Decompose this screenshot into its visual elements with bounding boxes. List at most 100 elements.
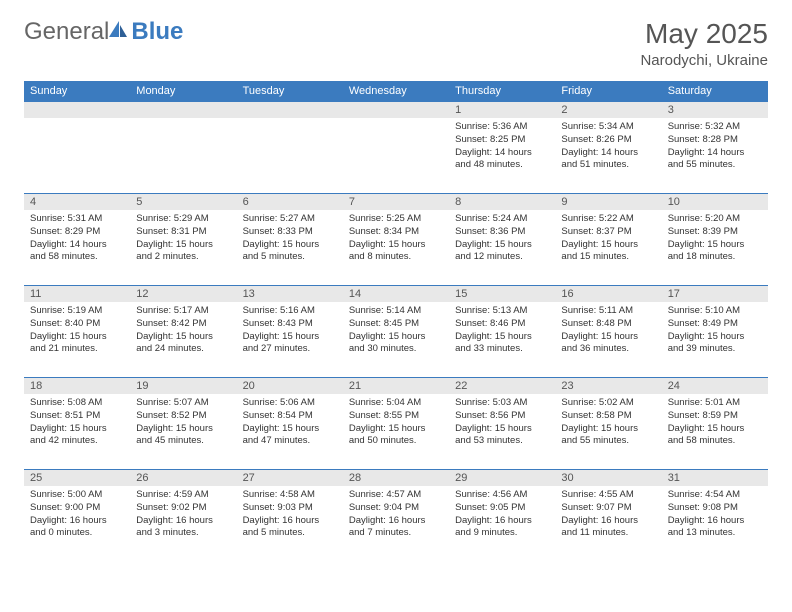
day-content: Sunrise: 5:19 AMSunset: 8:40 PMDaylight:… — [24, 302, 130, 360]
calendar-cell — [130, 101, 236, 193]
day-content: Sunrise: 5:25 AMSunset: 8:34 PMDaylight:… — [343, 210, 449, 268]
calendar-cell: 14Sunrise: 5:14 AMSunset: 8:45 PMDayligh… — [343, 285, 449, 377]
day-content — [130, 118, 236, 125]
logo-text-2: Blue — [131, 18, 183, 46]
day-number: 9 — [555, 193, 661, 210]
day-number — [24, 101, 130, 118]
day-number: 26 — [130, 469, 236, 486]
day-number: 8 — [449, 193, 555, 210]
calendar-body: 1Sunrise: 5:36 AMSunset: 8:25 PMDaylight… — [24, 101, 768, 561]
weekday-header: Friday — [555, 81, 661, 101]
day-content: Sunrise: 5:13 AMSunset: 8:46 PMDaylight:… — [449, 302, 555, 360]
calendar-cell: 11Sunrise: 5:19 AMSunset: 8:40 PMDayligh… — [24, 285, 130, 377]
day-content — [237, 118, 343, 125]
calendar-cell: 1Sunrise: 5:36 AMSunset: 8:25 PMDaylight… — [449, 101, 555, 193]
day-number: 21 — [343, 377, 449, 394]
calendar-cell: 18Sunrise: 5:08 AMSunset: 8:51 PMDayligh… — [24, 377, 130, 469]
day-number — [343, 101, 449, 118]
day-number: 6 — [237, 193, 343, 210]
day-content — [24, 118, 130, 125]
day-number: 19 — [130, 377, 236, 394]
calendar-cell — [24, 101, 130, 193]
calendar-cell: 2Sunrise: 5:34 AMSunset: 8:26 PMDaylight… — [555, 101, 661, 193]
day-number: 14 — [343, 285, 449, 302]
calendar-cell: 23Sunrise: 5:02 AMSunset: 8:58 PMDayligh… — [555, 377, 661, 469]
day-number — [130, 101, 236, 118]
day-number: 16 — [555, 285, 661, 302]
day-content: Sunrise: 5:24 AMSunset: 8:36 PMDaylight:… — [449, 210, 555, 268]
header: General Blue May 2025 Narodychi, Ukraine — [24, 18, 768, 69]
day-number: 22 — [449, 377, 555, 394]
calendar-cell: 19Sunrise: 5:07 AMSunset: 8:52 PMDayligh… — [130, 377, 236, 469]
calendar-cell: 17Sunrise: 5:10 AMSunset: 8:49 PMDayligh… — [662, 285, 768, 377]
calendar-cell — [343, 101, 449, 193]
weekday-header: Monday — [130, 81, 236, 101]
day-number: 24 — [662, 377, 768, 394]
calendar-cell: 5Sunrise: 5:29 AMSunset: 8:31 PMDaylight… — [130, 193, 236, 285]
calendar-cell — [237, 101, 343, 193]
day-content: Sunrise: 4:55 AMSunset: 9:07 PMDaylight:… — [555, 486, 661, 544]
day-content: Sunrise: 5:20 AMSunset: 8:39 PMDaylight:… — [662, 210, 768, 268]
calendar-cell: 8Sunrise: 5:24 AMSunset: 8:36 PMDaylight… — [449, 193, 555, 285]
day-content: Sunrise: 5:01 AMSunset: 8:59 PMDaylight:… — [662, 394, 768, 452]
calendar-cell: 27Sunrise: 4:58 AMSunset: 9:03 PMDayligh… — [237, 469, 343, 561]
day-number: 30 — [555, 469, 661, 486]
day-number: 31 — [662, 469, 768, 486]
day-content: Sunrise: 5:27 AMSunset: 8:33 PMDaylight:… — [237, 210, 343, 268]
day-number: 27 — [237, 469, 343, 486]
logo: General Blue — [24, 18, 183, 46]
day-content: Sunrise: 5:02 AMSunset: 8:58 PMDaylight:… — [555, 394, 661, 452]
day-content: Sunrise: 5:10 AMSunset: 8:49 PMDaylight:… — [662, 302, 768, 360]
weekday-header: Sunday — [24, 81, 130, 101]
day-number: 28 — [343, 469, 449, 486]
day-content: Sunrise: 4:58 AMSunset: 9:03 PMDaylight:… — [237, 486, 343, 544]
calendar-cell: 7Sunrise: 5:25 AMSunset: 8:34 PMDaylight… — [343, 193, 449, 285]
calendar-cell: 20Sunrise: 5:06 AMSunset: 8:54 PMDayligh… — [237, 377, 343, 469]
calendar-cell: 6Sunrise: 5:27 AMSunset: 8:33 PMDaylight… — [237, 193, 343, 285]
day-content: Sunrise: 5:29 AMSunset: 8:31 PMDaylight:… — [130, 210, 236, 268]
calendar-cell: 28Sunrise: 4:57 AMSunset: 9:04 PMDayligh… — [343, 469, 449, 561]
day-number: 12 — [130, 285, 236, 302]
day-number: 10 — [662, 193, 768, 210]
day-number: 18 — [24, 377, 130, 394]
day-number: 23 — [555, 377, 661, 394]
day-content: Sunrise: 5:34 AMSunset: 8:26 PMDaylight:… — [555, 118, 661, 176]
calendar-cell: 4Sunrise: 5:31 AMSunset: 8:29 PMDaylight… — [24, 193, 130, 285]
logo-text-1: General — [24, 18, 109, 46]
month-title: May 2025 — [640, 18, 768, 50]
location: Narodychi, Ukraine — [640, 52, 768, 69]
weekday-header: Wednesday — [343, 81, 449, 101]
day-content: Sunrise: 5:14 AMSunset: 8:45 PMDaylight:… — [343, 302, 449, 360]
day-content: Sunrise: 5:03 AMSunset: 8:56 PMDaylight:… — [449, 394, 555, 452]
calendar-cell: 21Sunrise: 5:04 AMSunset: 8:55 PMDayligh… — [343, 377, 449, 469]
day-number: 25 — [24, 469, 130, 486]
calendar-head: SundayMondayTuesdayWednesdayThursdayFrid… — [24, 81, 768, 101]
calendar-cell: 31Sunrise: 4:54 AMSunset: 9:08 PMDayligh… — [662, 469, 768, 561]
day-number: 5 — [130, 193, 236, 210]
weekday-row: SundayMondayTuesdayWednesdayThursdayFrid… — [24, 81, 768, 101]
calendar-cell: 16Sunrise: 5:11 AMSunset: 8:48 PMDayligh… — [555, 285, 661, 377]
day-content: Sunrise: 4:54 AMSunset: 9:08 PMDaylight:… — [662, 486, 768, 544]
day-content: Sunrise: 5:08 AMSunset: 8:51 PMDaylight:… — [24, 394, 130, 452]
day-content: Sunrise: 5:00 AMSunset: 9:00 PMDaylight:… — [24, 486, 130, 544]
day-content: Sunrise: 5:17 AMSunset: 8:42 PMDaylight:… — [130, 302, 236, 360]
day-content: Sunrise: 5:07 AMSunset: 8:52 PMDaylight:… — [130, 394, 236, 452]
day-content: Sunrise: 5:06 AMSunset: 8:54 PMDaylight:… — [237, 394, 343, 452]
day-number: 2 — [555, 101, 661, 118]
day-content: Sunrise: 4:57 AMSunset: 9:04 PMDaylight:… — [343, 486, 449, 544]
day-number: 29 — [449, 469, 555, 486]
calendar-cell: 9Sunrise: 5:22 AMSunset: 8:37 PMDaylight… — [555, 193, 661, 285]
day-number — [237, 101, 343, 118]
day-content: Sunrise: 5:22 AMSunset: 8:37 PMDaylight:… — [555, 210, 661, 268]
day-number: 17 — [662, 285, 768, 302]
calendar-cell: 30Sunrise: 4:55 AMSunset: 9:07 PMDayligh… — [555, 469, 661, 561]
calendar-cell: 29Sunrise: 4:56 AMSunset: 9:05 PMDayligh… — [449, 469, 555, 561]
day-number: 15 — [449, 285, 555, 302]
calendar-cell: 15Sunrise: 5:13 AMSunset: 8:46 PMDayligh… — [449, 285, 555, 377]
day-content: Sunrise: 5:04 AMSunset: 8:55 PMDaylight:… — [343, 394, 449, 452]
calendar-cell: 26Sunrise: 4:59 AMSunset: 9:02 PMDayligh… — [130, 469, 236, 561]
calendar-cell: 13Sunrise: 5:16 AMSunset: 8:43 PMDayligh… — [237, 285, 343, 377]
logo-sail-icon — [107, 19, 129, 39]
day-content: Sunrise: 4:56 AMSunset: 9:05 PMDaylight:… — [449, 486, 555, 544]
day-number: 1 — [449, 101, 555, 118]
